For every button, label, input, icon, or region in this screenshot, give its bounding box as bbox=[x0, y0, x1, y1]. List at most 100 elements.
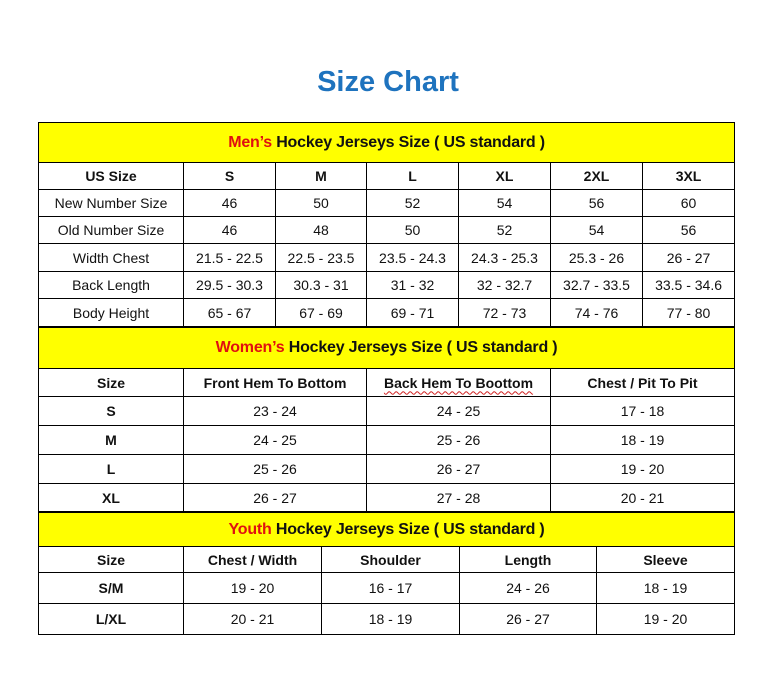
table-row: L/XL 20 - 21 18 - 19 26 - 27 19 - 20 bbox=[38, 603, 736, 635]
table-cell: 23.5 - 24.3 bbox=[366, 243, 459, 272]
table-cell: 19 - 20 bbox=[595, 603, 736, 635]
table-cell: 77 - 80 bbox=[641, 298, 736, 327]
table-cell: 50 bbox=[275, 189, 367, 217]
table-cell: 24 - 26 bbox=[459, 572, 597, 604]
column-header: S bbox=[183, 162, 276, 190]
column-header: Size bbox=[38, 368, 184, 397]
column-header: 2XL bbox=[550, 162, 643, 190]
table-cell: 24 - 25 bbox=[183, 425, 367, 455]
men-banner-text: Hockey Jerseys Size ( US standard ) bbox=[271, 133, 545, 151]
column-header: US Size bbox=[38, 162, 184, 190]
row-label: S/M bbox=[38, 572, 184, 604]
table-cell: 31 - 32 bbox=[366, 271, 459, 299]
table-cell: 16 - 17 bbox=[321, 572, 460, 604]
table-cell: 25.3 - 26 bbox=[550, 243, 643, 272]
table-cell: 21.5 - 22.5 bbox=[183, 243, 276, 272]
table-cell: 60 bbox=[641, 189, 736, 217]
table-cell: 26 - 27 bbox=[366, 454, 551, 484]
table-cell: 46 bbox=[183, 189, 276, 217]
table-cell: 18 - 19 bbox=[549, 425, 736, 455]
women-banner-highlight: Women’s bbox=[215, 339, 285, 356]
table-cell: 67 - 69 bbox=[275, 298, 367, 327]
row-label: L bbox=[38, 454, 184, 484]
row-label: Old Number Size bbox=[38, 216, 184, 244]
table-row: S 23 - 24 24 - 25 17 - 18 bbox=[38, 396, 736, 426]
row-label: Back Length bbox=[38, 271, 184, 299]
table-cell: 26 - 27 bbox=[183, 483, 367, 512]
row-label: XL bbox=[38, 483, 184, 512]
table-cell: 27 - 28 bbox=[366, 483, 551, 512]
table-cell: 56 bbox=[641, 216, 736, 244]
table-cell: 32 - 32.7 bbox=[458, 271, 551, 299]
row-label: S bbox=[38, 396, 184, 426]
column-header: L bbox=[366, 162, 459, 190]
table-cell: 17 - 18 bbox=[549, 396, 736, 426]
table-cell: 69 - 71 bbox=[366, 298, 459, 327]
row-label: Body Height bbox=[38, 298, 184, 327]
row-label: New Number Size bbox=[38, 189, 184, 217]
column-header: Back Hem To Boottom bbox=[366, 368, 551, 397]
men-banner: Men’s Hockey Jerseys Size ( US standard … bbox=[37, 122, 736, 163]
table-cell: 25 - 26 bbox=[366, 425, 551, 455]
women-banner-title: Women’s Hockey Jerseys Size ( US standar… bbox=[37, 327, 736, 369]
table-cell: 20 - 21 bbox=[549, 483, 736, 512]
table-cell: 33.5 - 34.6 bbox=[641, 271, 736, 299]
header-text: Back Hem To Boottom bbox=[383, 374, 534, 391]
column-header: Size bbox=[38, 546, 184, 573]
row-label: Width Chest bbox=[38, 243, 184, 272]
table-cell: 20 - 21 bbox=[183, 603, 322, 635]
table-row: Body Height 65 - 67 67 - 69 69 - 71 72 - 73 7… bbox=[38, 298, 736, 327]
table-cell: 23 - 24 bbox=[183, 396, 367, 426]
table-row: New Number Size 46 50 52 54 56 60 bbox=[38, 189, 736, 217]
table-row: L 25 - 26 26 - 27 19 - 20 bbox=[38, 454, 736, 484]
table-cell: 72 - 73 bbox=[458, 298, 551, 327]
women-banner-text: Hockey Jerseys Size ( US standard ) bbox=[284, 339, 558, 356]
table-cell: 52 bbox=[458, 216, 551, 244]
table-cell: 26 - 27 bbox=[641, 243, 736, 272]
table-cell: 26 - 27 bbox=[459, 603, 597, 635]
women-header-row: Size Front Hem To Bottom Back Hem To Boott… bbox=[38, 368, 736, 397]
youth-banner: Youth Hockey Jerseys Size ( US standard … bbox=[37, 512, 736, 547]
table-cell: 25 - 26 bbox=[183, 454, 367, 484]
table-cell: 52 bbox=[366, 189, 459, 217]
column-header: Shoulder bbox=[321, 546, 460, 573]
table-cell: 22.5 - 23.5 bbox=[275, 243, 367, 272]
page-title: Size Chart bbox=[317, 66, 459, 98]
table-cell: 54 bbox=[458, 189, 551, 217]
column-header: XL bbox=[458, 162, 551, 190]
men-banner-highlight: Men’s bbox=[228, 133, 272, 151]
women-size-table: Women’s Hockey Jerseys Size ( US standar… bbox=[37, 327, 736, 512]
table-row: M 24 - 25 25 - 26 18 - 19 bbox=[38, 425, 736, 455]
size-chart: Men’s Hockey Jerseys Size ( US standard … bbox=[37, 122, 736, 635]
table-row: Back Length 29.5 - 30.3 30.3 - 31 31 - 32 32… bbox=[38, 271, 736, 299]
youth-banner-highlight: Youth bbox=[228, 520, 272, 538]
table-cell: 54 bbox=[550, 216, 643, 244]
table-cell: 65 - 67 bbox=[183, 298, 276, 327]
men-header-row: US Size S M L XL 2XL 3XL bbox=[38, 162, 736, 190]
table-cell: 30.3 - 31 bbox=[275, 271, 367, 299]
table-cell: 48 bbox=[275, 216, 367, 244]
table-cell: 50 bbox=[366, 216, 459, 244]
column-header: M bbox=[275, 162, 367, 190]
youth-header-row: Size Chest / Width Shoulder Length Sleeve bbox=[38, 546, 736, 573]
table-cell: 32.7 - 33.5 bbox=[550, 271, 643, 299]
table-cell: 18 - 19 bbox=[321, 603, 460, 635]
table-cell: 18 - 19 bbox=[595, 572, 736, 604]
column-header: Chest / Width bbox=[183, 546, 322, 573]
table-cell: 19 - 20 bbox=[183, 572, 322, 604]
table-cell: 74 - 76 bbox=[550, 298, 643, 327]
column-header: 3XL bbox=[641, 162, 736, 190]
table-row: S/M 19 - 20 16 - 17 24 - 26 18 - 19 bbox=[38, 572, 736, 604]
table-row: XL 26 - 27 27 - 28 20 - 21 bbox=[38, 483, 736, 512]
youth-banner-title: Youth Hockey Jerseys Size ( US standard … bbox=[37, 512, 736, 547]
row-label: L/XL bbox=[38, 603, 184, 635]
table-cell: 24.3 - 25.3 bbox=[458, 243, 551, 272]
table-cell: 24 - 25 bbox=[366, 396, 551, 426]
men-banner-title: Men’s Hockey Jerseys Size ( US standard … bbox=[37, 122, 736, 163]
table-row: Old Number Size 46 48 50 52 54 56 bbox=[38, 216, 736, 244]
column-header: Chest / Pit To Pit bbox=[549, 368, 736, 397]
column-header: Sleeve bbox=[595, 546, 736, 573]
column-header: Length bbox=[459, 546, 597, 573]
row-label: M bbox=[38, 425, 184, 455]
men-size-table: Men’s Hockey Jerseys Size ( US standard … bbox=[37, 122, 736, 327]
